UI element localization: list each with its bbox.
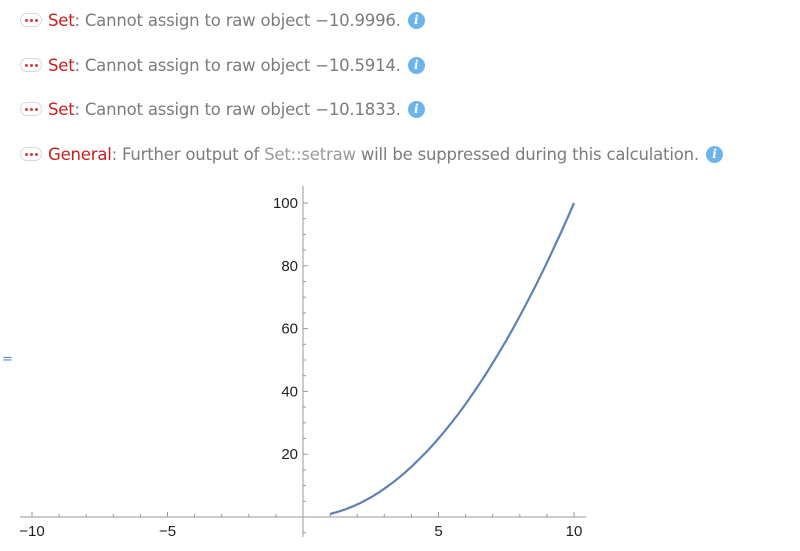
y-tick-label: 80 (281, 258, 298, 275)
info-icon[interactable]: i (705, 145, 723, 163)
message-row: Set: Cannot assign to raw object −10.999… (20, 9, 425, 31)
y-tick-label: 40 (281, 383, 298, 400)
message-link[interactable]: Set::setraw (264, 144, 356, 164)
x-tick-label: −5 (159, 523, 176, 540)
y-tick-label: 100 (273, 195, 298, 212)
ellipsis-icon[interactable] (20, 147, 42, 161)
message-text: Further output of Set::setraw will be su… (122, 144, 699, 164)
message-row: Set: Cannot assign to raw object −10.591… (20, 54, 425, 76)
info-icon[interactable]: i (407, 56, 425, 74)
x-tick-label: −10 (19, 523, 44, 540)
x-tick-label: 5 (434, 523, 442, 540)
message-symbol[interactable]: Set (48, 10, 75, 30)
plot-curve (329, 202, 576, 515)
message-symbol[interactable]: Set (48, 55, 75, 75)
ellipsis-icon[interactable] (20, 102, 42, 116)
y-tick-label: 20 (281, 446, 298, 463)
message-text: Cannot assign to raw object −10.9996. (84, 10, 401, 30)
message-symbol[interactable]: Set (48, 99, 75, 119)
ellipsis-icon[interactable] (20, 58, 42, 72)
output-label: = (2, 352, 13, 367)
ellipsis-icon[interactable] (20, 13, 42, 27)
message-row: Set: Cannot assign to raw object −10.183… (20, 98, 425, 120)
message-text: Cannot assign to raw object −10.5914. (84, 55, 401, 75)
info-icon[interactable]: i (407, 100, 425, 118)
message-row: General: Further output of Set::setraw w… (20, 143, 723, 165)
info-icon[interactable]: i (407, 11, 425, 29)
x-tick-label: 10 (566, 523, 583, 540)
y-tick-label: 60 (281, 321, 298, 338)
message-symbol[interactable]: General (48, 144, 112, 164)
message-text: Cannot assign to raw object −10.1833. (84, 99, 401, 119)
